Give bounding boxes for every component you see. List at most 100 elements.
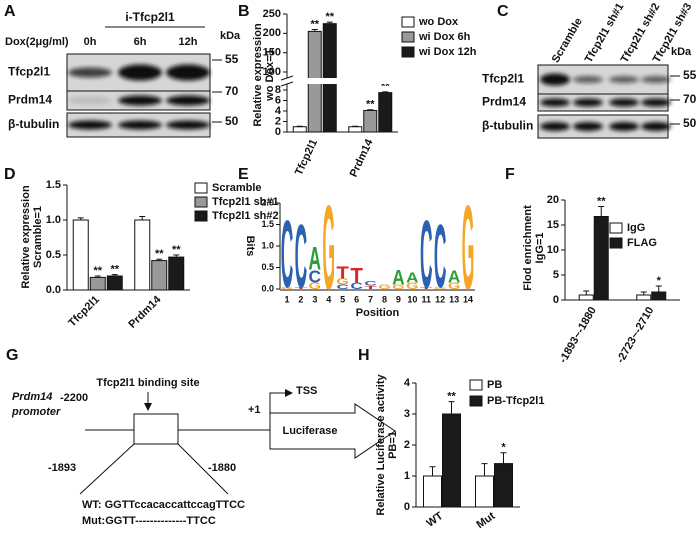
y-tick-label: 4 xyxy=(275,105,282,117)
y-tick-label: 3 xyxy=(404,408,410,420)
y-axis-label: Flod enrichment xyxy=(522,205,534,291)
panel-label: B xyxy=(238,3,250,20)
site-start: -1893 xyxy=(48,462,76,474)
significance: ** xyxy=(155,248,164,260)
y-tick-label: 20 xyxy=(547,194,559,206)
lane-label: Scramble xyxy=(550,16,585,65)
error-bar xyxy=(326,21,333,24)
logo-letter: T xyxy=(336,263,349,283)
row-label: Tfcp2l1 xyxy=(8,65,50,79)
logo-letter: A xyxy=(406,269,419,286)
error-bar xyxy=(111,274,118,276)
marker-kda: 50 xyxy=(225,114,239,128)
logo-letter: G xyxy=(462,182,475,316)
x-tick-label: Mut xyxy=(474,510,497,531)
x-tick-label: WT xyxy=(424,510,445,530)
logo-letter: C xyxy=(350,282,363,292)
legend-label: PB-Tfcp2l1 xyxy=(487,395,544,407)
panel-label: C xyxy=(497,3,509,20)
legend-swatch xyxy=(609,222,623,234)
panel-label: G xyxy=(6,347,18,364)
y-tick-label: 150 xyxy=(263,47,281,59)
start-position: -2200 xyxy=(60,392,88,404)
band xyxy=(641,76,671,83)
significance: ** xyxy=(381,81,390,93)
logo-letter: G xyxy=(378,284,391,290)
panel-label: D xyxy=(4,166,16,183)
reporter-label: Luciferase xyxy=(282,425,337,437)
tss-position: +1 xyxy=(248,404,261,416)
tss-label: TSS xyxy=(296,385,317,397)
panel-label: F xyxy=(505,166,515,183)
row-label: β-tubulin xyxy=(8,117,59,131)
marker-kda: 55 xyxy=(683,68,697,82)
y-tick-label: 0.5 xyxy=(261,262,274,272)
band xyxy=(540,98,570,107)
row-label: Prdm14 xyxy=(8,93,52,107)
logo-letter: G xyxy=(434,287,447,290)
band xyxy=(609,122,639,131)
x-tick-label: 9 xyxy=(396,294,401,304)
y-tick-label: 2 xyxy=(275,115,281,127)
significance: * xyxy=(657,275,662,287)
bar xyxy=(378,92,393,133)
x-tick-label: 11 xyxy=(421,294,431,304)
band xyxy=(573,76,603,83)
lane-label: 6h xyxy=(134,36,147,48)
y-tick-label: 8 xyxy=(275,84,281,96)
legend-swatch xyxy=(469,395,483,407)
band xyxy=(118,120,162,130)
legend-label: Tfcp2l1 sh#1 xyxy=(212,196,279,208)
y-tick-label: 1.5 xyxy=(46,179,61,191)
band xyxy=(573,122,603,131)
marker-kda: 50 xyxy=(683,116,697,130)
row-label: β-tubulin xyxy=(482,119,533,133)
marker-kda: 70 xyxy=(225,84,239,98)
x-tick-label: Prdm14 xyxy=(126,293,164,331)
error-bar xyxy=(481,463,488,476)
panel-label: E xyxy=(238,166,249,183)
binding-site-label: Tfcp2l1 binding site xyxy=(96,377,199,389)
x-tick-label: Tfcp2l1 xyxy=(66,294,102,330)
x-tick-label: 10 xyxy=(407,294,417,304)
y-axis-label: IgG=1 xyxy=(534,233,546,264)
unit-label: kDa xyxy=(671,46,692,58)
band xyxy=(68,67,112,78)
x-tick-label: 7 xyxy=(368,294,373,304)
error-bar xyxy=(655,285,662,292)
error-bar xyxy=(139,216,146,220)
legend-label: Tfcp2l1 sh#2 xyxy=(212,210,279,222)
y-tick-label: 4 xyxy=(404,377,411,389)
x-tick-label: 12 xyxy=(435,294,445,304)
significance: ** xyxy=(93,265,102,277)
y-axis-label: PB=1 xyxy=(387,431,399,459)
logo-letter: G xyxy=(309,282,322,292)
logo-letter: C xyxy=(281,200,294,308)
error-bar xyxy=(429,466,436,476)
band xyxy=(68,120,112,130)
x-tick-label: -2723~-2710 xyxy=(615,305,657,365)
band xyxy=(118,95,162,106)
row-label: Tfcp2l1 xyxy=(482,72,524,86)
band xyxy=(641,98,671,107)
logo-letter: G xyxy=(336,277,349,287)
bar xyxy=(475,475,494,508)
x-tick-label: 13 xyxy=(449,294,459,304)
x-tick-label: 3 xyxy=(312,294,317,304)
y-tick-label: 10 xyxy=(547,244,559,256)
significance: ** xyxy=(310,18,319,30)
logo-letter: C xyxy=(434,205,447,306)
y-tick-label: 0 xyxy=(275,126,281,138)
logo-letter: C xyxy=(295,205,308,306)
x-tick-label: 6 xyxy=(354,294,359,304)
band xyxy=(573,98,603,107)
significance: ** xyxy=(110,264,119,276)
y-tick-label: 200 xyxy=(263,27,281,39)
logo-letter: C xyxy=(309,268,322,288)
y-tick-label: 6 xyxy=(275,94,281,106)
bar xyxy=(106,275,123,291)
site-end: -1880 xyxy=(208,462,236,474)
logo-letter: T xyxy=(350,264,363,287)
bar xyxy=(423,475,442,508)
